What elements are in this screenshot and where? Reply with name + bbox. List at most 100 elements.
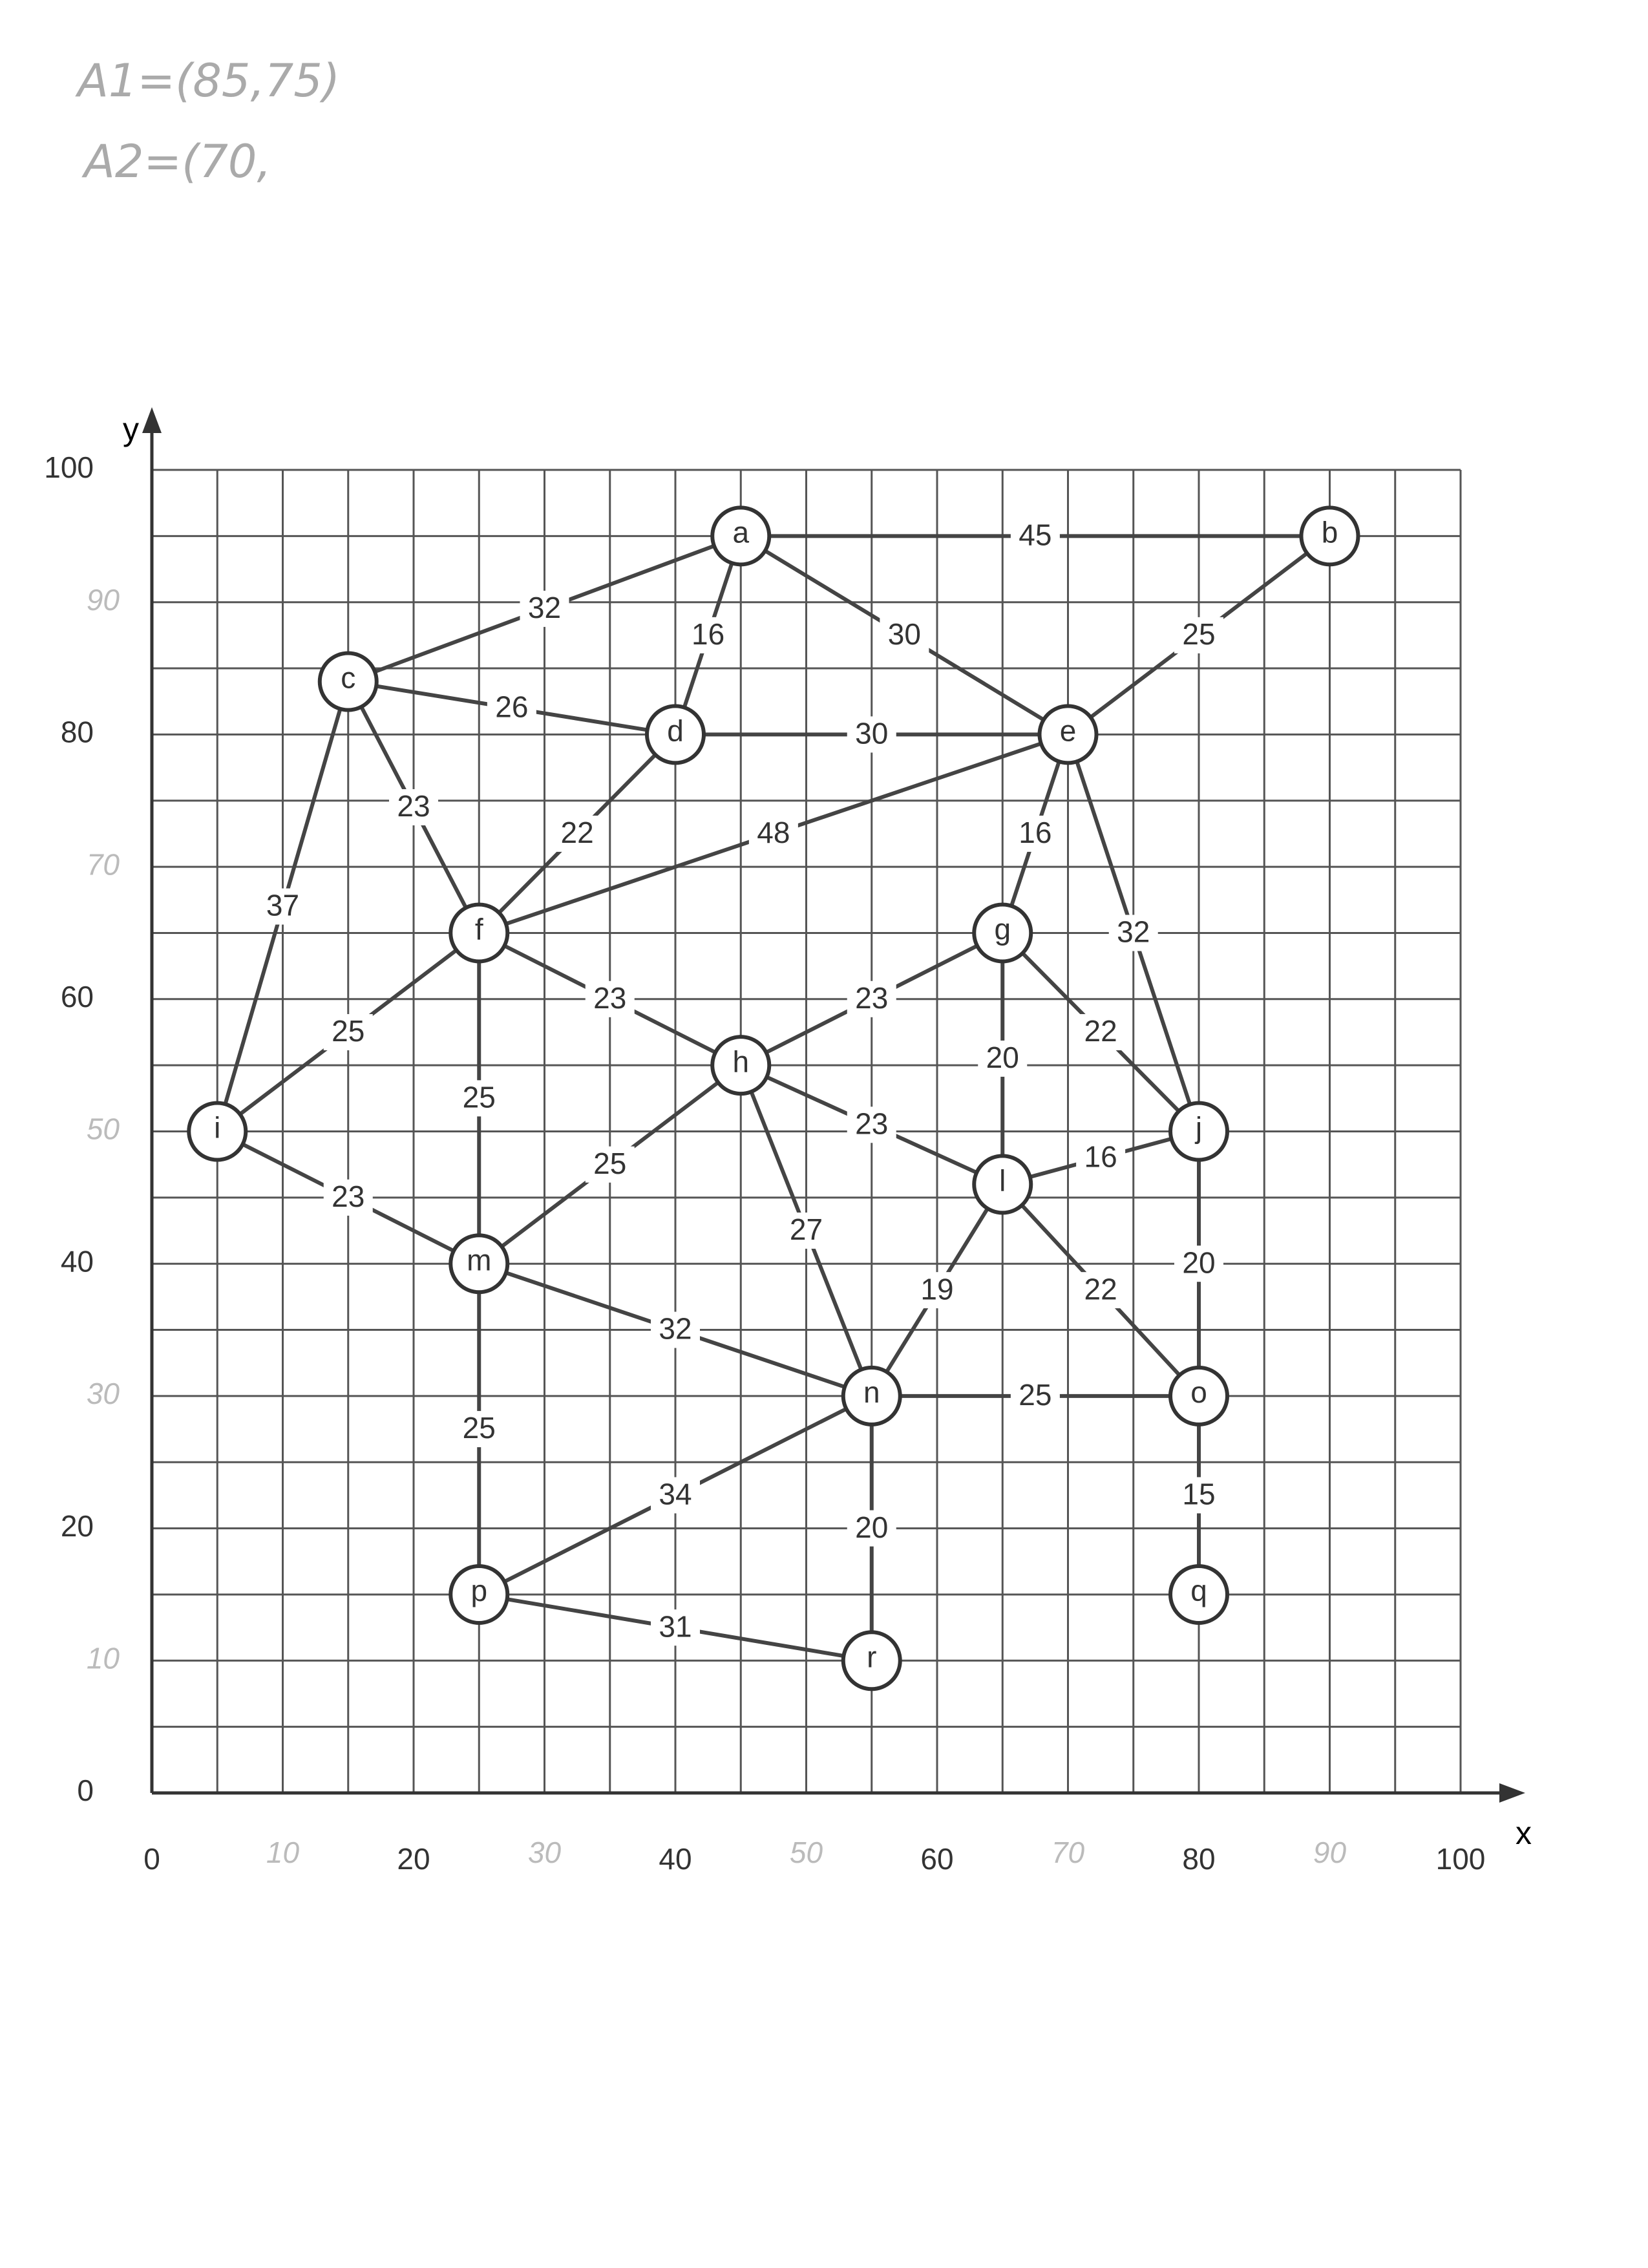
edge-label-bg	[454, 1080, 504, 1117]
edge-weight: 45	[1019, 518, 1051, 552]
edge-weight: 27	[790, 1213, 823, 1246]
edge-label-bg	[323, 1179, 373, 1216]
x-tick-label: 60	[920, 1842, 953, 1876]
edge-label-bg	[683, 617, 733, 653]
x-tick-label: 40	[659, 1842, 692, 1876]
y-tick-label: 40	[61, 1244, 94, 1278]
x-tick-label: 100	[1436, 1842, 1486, 1876]
node	[710, 1035, 772, 1096]
edge-weight: 25	[1182, 617, 1215, 651]
node	[1037, 704, 1099, 765]
edge-label-bg	[1076, 1139, 1126, 1176]
edge-label-bg	[1108, 915, 1158, 951]
edge-label-bg	[651, 1477, 700, 1514]
node	[449, 902, 510, 964]
y-tick-label: 0	[77, 1774, 94, 1807]
pencil-tick-label: 10	[266, 1836, 300, 1869]
edge-label-bg	[651, 1311, 700, 1348]
y-tick-label: 80	[61, 715, 94, 749]
edge-label-bg	[978, 1040, 1028, 1077]
edge-label-bg	[847, 1510, 896, 1547]
pencil-tick-label: 30	[87, 1377, 120, 1410]
edge-weight: 31	[659, 1609, 692, 1643]
node-label: h	[732, 1044, 749, 1078]
edge-weight: 48	[757, 816, 790, 849]
edge-label-bg	[913, 1272, 962, 1309]
y-tick-label: 100	[44, 450, 94, 484]
node	[449, 1233, 510, 1295]
node-label: p	[470, 1574, 487, 1607]
edge-label-bg	[1174, 617, 1223, 653]
node-label: r	[867, 1640, 876, 1673]
node-label: n	[863, 1375, 880, 1409]
y-tick-label: 60	[61, 980, 94, 1013]
edge-weight: 23	[593, 981, 626, 1015]
edge-label-bg	[847, 716, 896, 753]
node	[1168, 1101, 1229, 1162]
edge-weight: 30	[855, 717, 888, 750]
pencil-tick-label: 30	[528, 1836, 562, 1869]
node-label: a	[732, 516, 749, 549]
node	[972, 902, 1033, 964]
edge-weight: 23	[855, 1107, 888, 1140]
edge-label-bg	[585, 980, 635, 1017]
edge-label-bg	[1174, 1477, 1223, 1514]
node-label: o	[1190, 1375, 1207, 1409]
edge-weight: 15	[1182, 1478, 1215, 1511]
node	[187, 1101, 248, 1162]
edge-weight: 30	[888, 617, 921, 651]
node-label: f	[475, 913, 483, 946]
edge-label-bg	[1010, 518, 1060, 555]
edge-weight: 16	[1084, 1140, 1117, 1174]
edge-weight: 22	[1084, 1014, 1117, 1048]
edge-weight: 22	[1084, 1272, 1117, 1306]
node	[1168, 1563, 1229, 1625]
arrow	[142, 407, 162, 433]
x-tick-label: 80	[1182, 1842, 1215, 1876]
edge-weight: 20	[986, 1041, 1019, 1074]
pencil-tick-label: 50	[790, 1836, 823, 1869]
pencil-tick-label: 90	[1313, 1836, 1347, 1869]
pencil-tick-label: 90	[87, 583, 120, 617]
node-label: e	[1060, 714, 1077, 748]
edge-label-bg	[748, 815, 798, 852]
node	[1168, 1365, 1229, 1426]
edge-weight: 20	[1182, 1245, 1215, 1279]
node	[449, 1563, 510, 1625]
node-label: l	[999, 1164, 1006, 1198]
pencil-tick-label: 70	[87, 847, 120, 881]
edge-label-bg	[487, 690, 536, 726]
edge-weight: 34	[659, 1478, 692, 1511]
edge-weight: 23	[397, 789, 430, 823]
edge-label-bg	[258, 888, 308, 925]
edge-weight: 19	[920, 1272, 953, 1306]
edge-weight: 23	[855, 981, 888, 1015]
edge-weight: 32	[1117, 915, 1150, 949]
edge-label-bg	[847, 980, 896, 1017]
edge-weight: 23	[332, 1180, 364, 1213]
edge-weight: 25	[593, 1147, 626, 1180]
note: A1=(85,75)	[75, 54, 340, 107]
edge-label-bg	[1076, 1272, 1126, 1309]
node-label: m	[467, 1243, 491, 1277]
edge-weight: 20	[855, 1510, 888, 1544]
node	[841, 1630, 902, 1691]
edge-label-bg	[880, 617, 929, 653]
x-tick-label: 20	[397, 1842, 430, 1876]
node	[645, 704, 706, 765]
node	[710, 505, 772, 567]
edge-weight: 16	[692, 617, 724, 651]
edge-label-bg	[585, 1146, 635, 1183]
pencil-tick-label: 70	[1051, 1836, 1085, 1869]
edge-label-bg	[1010, 1377, 1060, 1414]
edge-weight: 26	[495, 690, 528, 724]
edge-weight: 16	[1019, 816, 1051, 849]
x-axis-label: x	[1516, 1815, 1532, 1851]
edge-label-bg	[1010, 815, 1060, 852]
edge-weight: 25	[463, 1080, 496, 1114]
arrow	[1499, 1783, 1525, 1803]
edge-label-bg	[389, 789, 438, 825]
edge-weight: 22	[561, 816, 594, 849]
edge-weight: 25	[332, 1014, 364, 1048]
node-label: i	[214, 1111, 220, 1145]
